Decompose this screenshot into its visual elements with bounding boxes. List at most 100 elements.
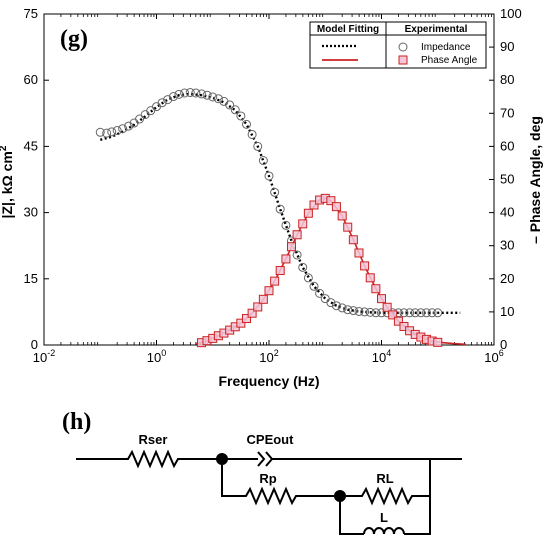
y-right-tick-label: 10 [500,304,514,319]
x-tick-exponent: 4 [386,348,391,358]
impedance-point [197,89,207,99]
impedance-point [253,141,263,151]
phase-angle-point [326,196,336,206]
phase-angle-point [286,242,296,252]
y-right-tick-label: 90 [500,39,514,54]
label-l: L [380,510,388,525]
legend-model-title: Model Fitting [317,24,379,35]
impedance-point [191,88,201,98]
legend-impedance-label: Impedance [421,42,471,53]
phase-angle-point [360,261,370,271]
fit-lines [99,92,466,346]
panel-label-h: (h) [62,409,91,435]
legend-phase-label: Phase Angle [421,55,478,66]
x-tick-exponent: 2 [274,348,279,358]
phase-angle-point [354,248,364,258]
impedance-point [107,127,117,137]
impedance-point [185,88,195,98]
impedance-point [281,220,291,230]
impedance-point [365,307,375,317]
y-axis-right-label-text: – Phase Angle, deg [527,116,543,244]
impedance-point [230,105,240,115]
impedance-point [298,262,308,272]
y-right-tick-label: 70 [500,105,514,120]
phase-angle-point [241,314,251,324]
impedance-point [371,308,381,318]
impedance-point [292,250,302,260]
y-axis-left-label-text: |Z|, kΩ cm [0,151,15,218]
wire-l-right [404,496,431,535]
impedance-point [213,94,223,104]
impedance-point [180,88,190,98]
x-tick-label: 100 [147,348,166,365]
cpe-symbol [257,451,274,467]
y-axis-left-label: |Z|, kΩ cm2 [0,145,15,218]
phase-angle-point [292,230,302,240]
x-tick-base: 10 [484,350,498,365]
impedance-point [433,308,443,318]
impedance-point [303,273,313,283]
impedance-point [405,308,415,318]
phase-angle-point [371,284,381,294]
x-tick-exponent: -2 [47,348,55,358]
phase-angle-point [377,294,386,304]
phase-angle-point [365,273,375,283]
y-left-tick-label: 15 [24,271,38,286]
y-axis-left-label-sup: 2 [0,145,9,151]
data-markers [95,88,443,348]
impedance-point [410,308,420,318]
phase-angle-point [309,200,319,210]
impedance-point [377,308,386,318]
x-tick-base: 10 [259,350,273,365]
phase-angle-point [298,219,308,229]
y-right-tick-label: 40 [500,205,514,220]
wire-rl [340,459,431,506]
phase-angle-point [247,308,257,318]
impedance-point [124,121,134,131]
impedance-point [427,308,437,318]
wire-l-left [339,496,364,535]
y-right-tick-label: 20 [500,271,514,286]
wire-rp [221,459,340,506]
phase-angle-point [264,286,274,296]
y-right-tick-label: 50 [500,172,514,187]
y-left-tick-label: 0 [31,337,38,352]
impedance-point [399,308,409,318]
x-tick-label: 10-2 [33,348,55,365]
label-rser: Rser [139,432,168,447]
x-tick-exponent: 0 [161,348,166,358]
phase-angle-point [433,337,443,347]
label-rl: RL [376,471,393,486]
panel-label-g: (g) [60,26,88,52]
x-tick-label: 106 [484,348,503,365]
x-tick-base: 10 [33,350,47,365]
y-right-tick-label: 60 [500,138,514,153]
phase-angle-point [348,235,358,245]
phase-angle-point [253,302,263,312]
impedance-point [241,119,251,129]
y-right-tick-label: 100 [500,6,522,21]
wire-rser [76,449,258,469]
impedance-point [135,114,145,124]
impedance-point [343,305,353,315]
y-left-tick-label: 75 [24,6,38,21]
x-tick-exponent: 6 [499,348,504,358]
svg-text:|Z|, kΩ cm2: |Z|, kΩ cm2 [0,145,15,218]
label-cpe: CPEout [247,432,295,447]
phase-angle-point [337,211,347,221]
impedance-point [348,306,358,316]
circuit-diagram: (h) Rser CPEout Rp RL L [62,409,462,535]
impedance-point [202,90,212,100]
y-right-tick-label: 0 [500,337,507,352]
y-left-tick-label: 60 [24,72,38,87]
impedance-point [331,301,341,311]
phase-angle-point [281,254,291,264]
impedance-point [112,126,122,136]
impedance-point [95,127,105,137]
impedance-point [320,294,330,304]
x-tick-base: 10 [372,350,386,365]
x-tick-base: 10 [147,350,161,365]
impedance-point [236,111,246,121]
impedance-point [360,307,370,317]
